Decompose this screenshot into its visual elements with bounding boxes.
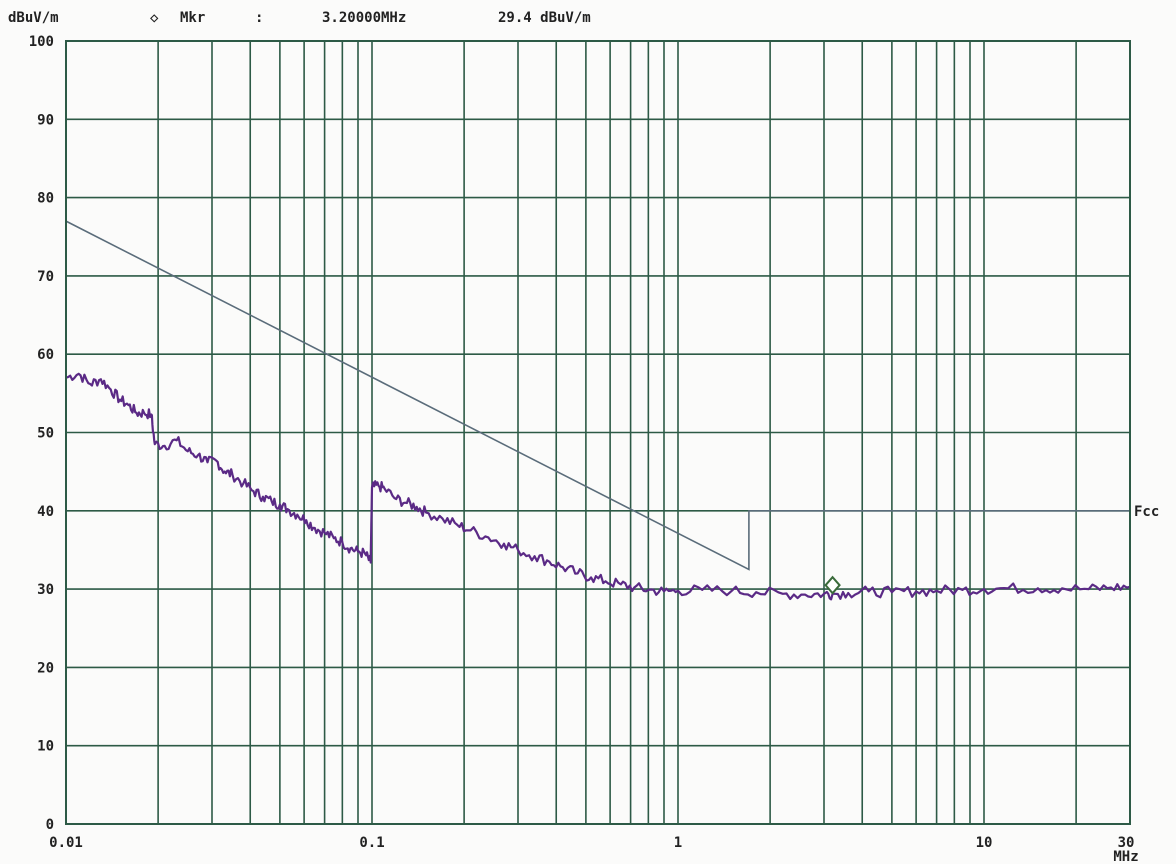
marker-label: Mkr (180, 10, 205, 26)
x-tick-label: 0.01 (49, 835, 83, 851)
y-axis-ticks: 0 10 20 30 40 50 60 70 80 90 100 (29, 34, 54, 833)
marker-level: 29.4 dBuV/m (498, 10, 591, 26)
y-tick-label: 30 (37, 582, 54, 598)
y-tick-label: 10 (37, 739, 54, 755)
y-tick-label: 40 (37, 504, 54, 520)
marker-diamond (824, 575, 841, 595)
x-unit-label: MHz (1113, 849, 1138, 864)
y-tick-label: 100 (29, 34, 54, 50)
marker-group (824, 575, 841, 595)
y-tick-label: 0 (46, 817, 54, 833)
plot-frame (65, 40, 1131, 825)
limit-line-group: Fcc (65, 220, 1159, 571)
y-tick-label: 50 (37, 426, 54, 442)
y-tick-label: 90 (37, 112, 54, 128)
x-tick-label: 1 (674, 835, 682, 851)
fcc-limit-line (65, 220, 1130, 571)
x-tick-label: 0.1 (359, 835, 384, 851)
limit-line-label: Fcc (1134, 504, 1159, 520)
grid (66, 41, 1130, 824)
x-tick-label: 30 (1118, 835, 1135, 851)
y-tick-label: 60 (37, 347, 54, 363)
y-tick-label: 20 (37, 660, 54, 676)
marker-frequency: 3.20000MHz (322, 10, 406, 26)
marker-diamond-icon: ◇ (150, 10, 159, 26)
y-tick-label: 80 (37, 191, 54, 207)
marker-separator: : (255, 10, 263, 26)
y-tick-label: 70 (37, 269, 54, 285)
x-tick-label: 10 (976, 835, 993, 851)
y-unit-label: dBuV/m (8, 10, 59, 26)
